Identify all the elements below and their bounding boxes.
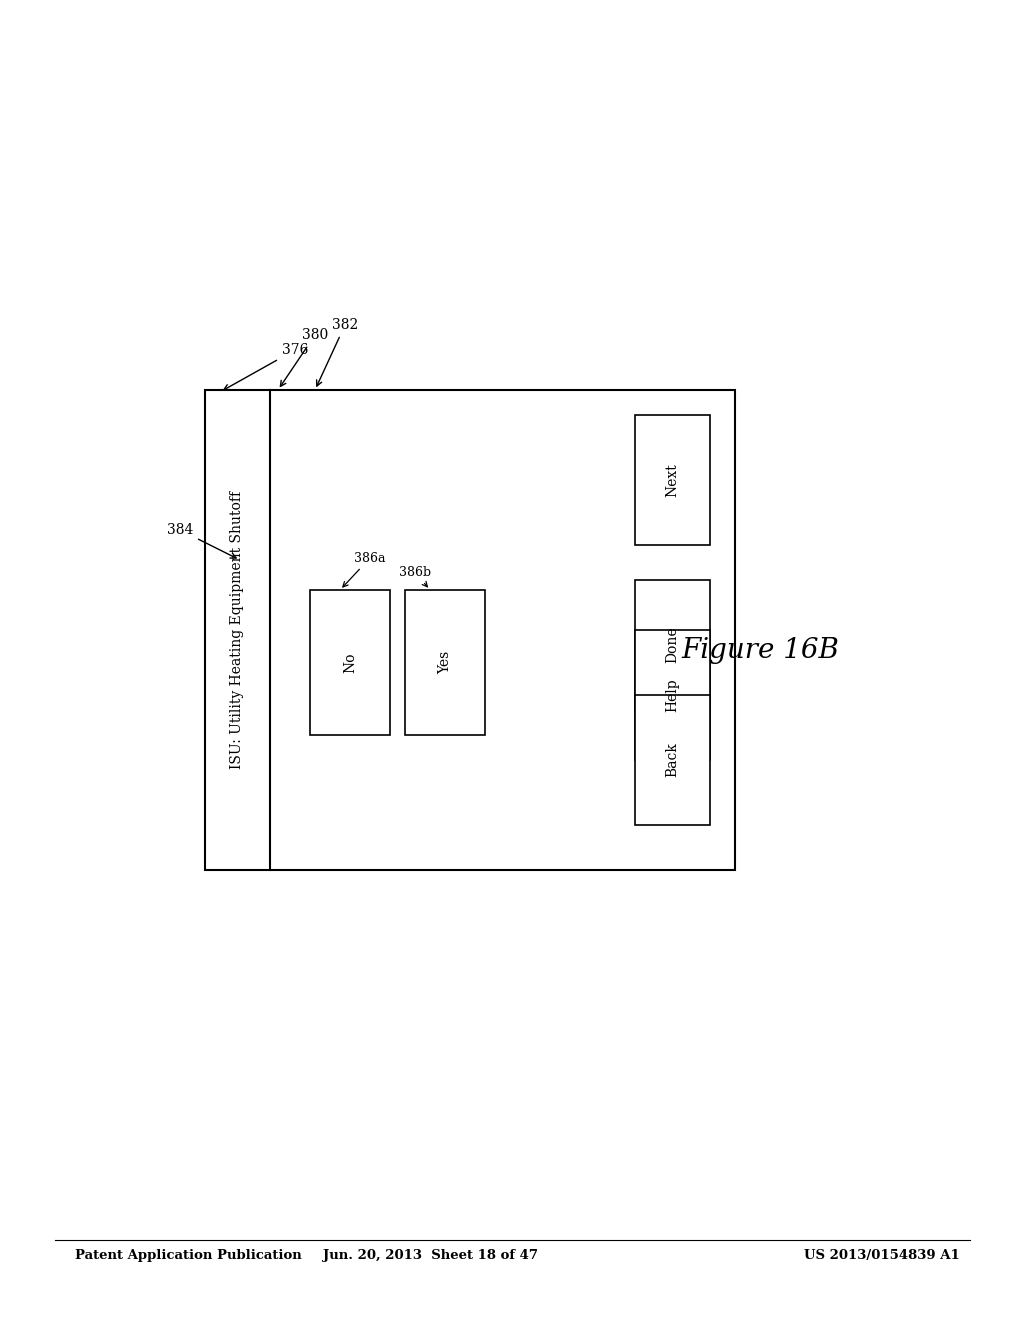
Bar [635, 630, 710, 760]
Text: Next: Next [666, 463, 680, 496]
Bar [635, 696, 710, 825]
Text: 376: 376 [224, 343, 308, 389]
Text: 384: 384 [167, 523, 237, 558]
Text: 386b: 386b [399, 565, 431, 587]
Text: Done: Done [666, 627, 680, 664]
Text: No: No [343, 652, 357, 673]
Text: Help: Help [666, 678, 680, 711]
Text: Back: Back [666, 743, 680, 777]
Bar [635, 579, 710, 710]
Text: 380: 380 [281, 327, 328, 387]
Text: 382: 382 [316, 318, 358, 385]
Bar [205, 389, 735, 870]
Bar [406, 590, 485, 735]
Text: Yes: Yes [438, 651, 452, 675]
Bar [310, 590, 390, 735]
Text: US 2013/0154839 A1: US 2013/0154839 A1 [804, 1249, 961, 1262]
Bar [635, 414, 710, 545]
Text: Jun. 20, 2013  Sheet 18 of 47: Jun. 20, 2013 Sheet 18 of 47 [323, 1249, 538, 1262]
Text: 386a: 386a [343, 552, 386, 587]
Text: ISU: Utility Heating Equipment Shutoff: ISU: Utility Heating Equipment Shutoff [230, 491, 244, 770]
Text: Patent Application Publication: Patent Application Publication [75, 1249, 302, 1262]
Text: Figure 16B: Figure 16B [681, 636, 839, 664]
